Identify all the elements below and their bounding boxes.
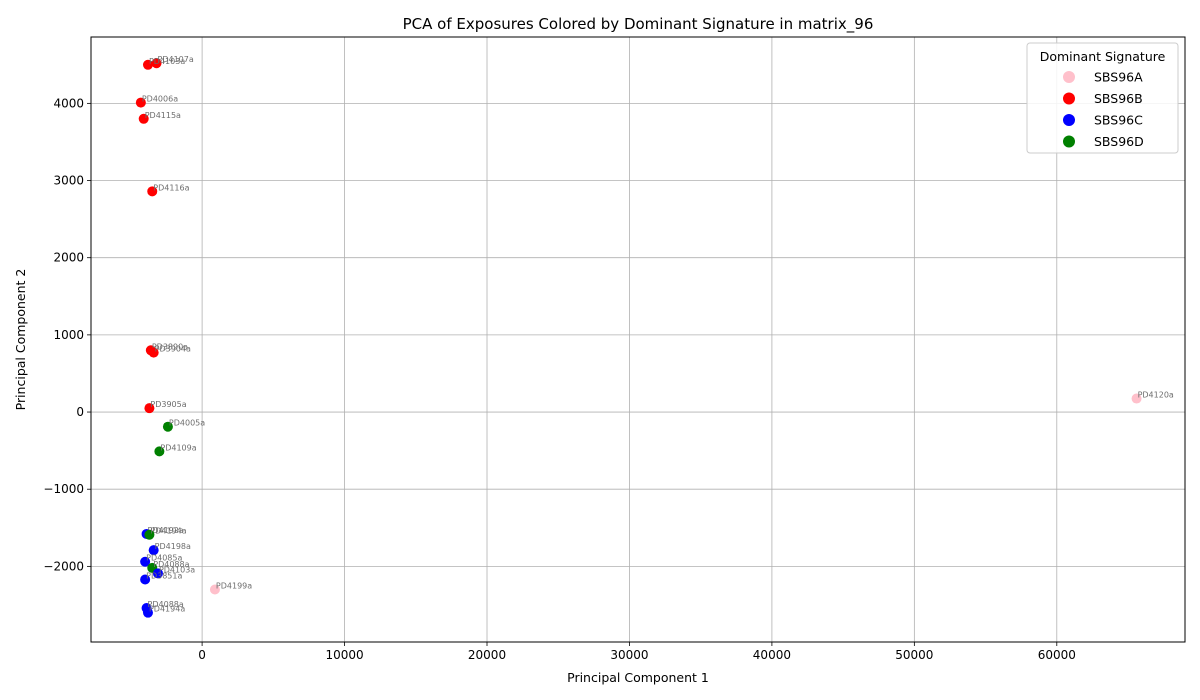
point-label: PD4120a	[1138, 391, 1174, 400]
x-tick-label: 40000	[753, 648, 791, 662]
y-tick-label: −1000	[43, 482, 84, 496]
data-point	[140, 574, 151, 585]
data-point	[144, 403, 155, 414]
data-point	[144, 529, 155, 540]
legend-marker	[1063, 135, 1075, 148]
point-label: PD4109a	[160, 443, 196, 452]
point-label: PD4107a	[158, 55, 194, 64]
data-point	[162, 421, 173, 432]
point-label: PD4085a	[146, 554, 182, 563]
y-axis-title: Principal Component 2	[13, 269, 28, 411]
legend: Dominant Signature SBS96ASBS96BSBS96CSBS…	[1026, 42, 1179, 154]
axis-ticks: 0 10000 20000 30000 40000 50000 60000−2000−100…	[43, 96, 1075, 662]
chart-title: PCA of Exposures Colored by Dominant Sig…	[403, 15, 874, 34]
data-point	[142, 59, 153, 70]
point-label: PD3851a	[146, 571, 182, 580]
legend-label: SBS96C	[1094, 113, 1143, 128]
legend-label: SBS96B	[1094, 91, 1143, 106]
point-label: PD4088a	[153, 560, 189, 569]
legend-label: SBS96A	[1094, 70, 1143, 85]
point-label: PD4199a	[216, 582, 252, 591]
legend-entries: SBS96A SBS96B SBS96C SBS96D	[1063, 70, 1144, 149]
point-label: PD3905a	[150, 400, 186, 409]
point-label: PD4088a	[148, 600, 184, 609]
point-label: PD4192a	[148, 526, 184, 535]
data-point	[138, 113, 149, 124]
point-label: PD4116a	[153, 183, 189, 192]
legend-title: Dominant Signature	[1040, 49, 1166, 64]
point-label: PD3904a	[155, 345, 191, 354]
legend-marker	[1063, 71, 1075, 83]
y-tick-label: 0	[76, 405, 84, 419]
point-label: PD4006a	[142, 95, 178, 104]
point-label: PD4198a	[155, 542, 191, 551]
x-tick-label: 60000	[1038, 648, 1076, 662]
data-point	[135, 97, 146, 108]
data-point	[151, 58, 162, 69]
point-label: PD3890a	[152, 342, 188, 351]
y-tick-label: −2000	[43, 559, 84, 573]
data-point	[154, 446, 165, 457]
x-tick-label: 10000	[325, 648, 363, 662]
point-label: PD4103a	[159, 565, 195, 574]
legend-label: SBS96D	[1094, 134, 1144, 149]
data-point	[148, 347, 159, 358]
y-tick-label: 4000	[53, 96, 84, 110]
y-tick-label: 2000	[53, 251, 84, 265]
y-tick-label: 1000	[53, 328, 84, 342]
point-label: PD4194a	[150, 527, 186, 536]
y-tick-label: 3000	[53, 174, 84, 188]
grid-lines	[91, 37, 1185, 642]
legend-marker	[1063, 114, 1075, 126]
axes-frame	[90, 36, 1186, 643]
scatter-points: PD4107aPD4103aPD4006aPD4115aPD4116aPD389…	[135, 55, 1174, 618]
data-point	[147, 186, 158, 197]
legend-box	[1026, 42, 1179, 154]
data-point	[142, 607, 153, 618]
x-tick-label: 20000	[468, 648, 506, 662]
x-tick-label: 50000	[895, 648, 933, 662]
point-label: PD4005a	[169, 419, 205, 428]
legend-marker	[1063, 92, 1075, 105]
x-tick-label: 30000	[610, 648, 648, 662]
x-axis-title: Principal Component 1	[567, 670, 709, 685]
x-tick-label: 0	[198, 648, 206, 662]
data-point	[152, 568, 163, 579]
data-point	[1131, 393, 1142, 404]
data-point	[148, 545, 159, 556]
point-label: PD4103a	[149, 57, 185, 66]
data-point	[209, 584, 220, 595]
point-label: PD4115a	[145, 111, 181, 120]
data-point	[140, 556, 151, 567]
point-label: PD4194a	[149, 605, 185, 614]
